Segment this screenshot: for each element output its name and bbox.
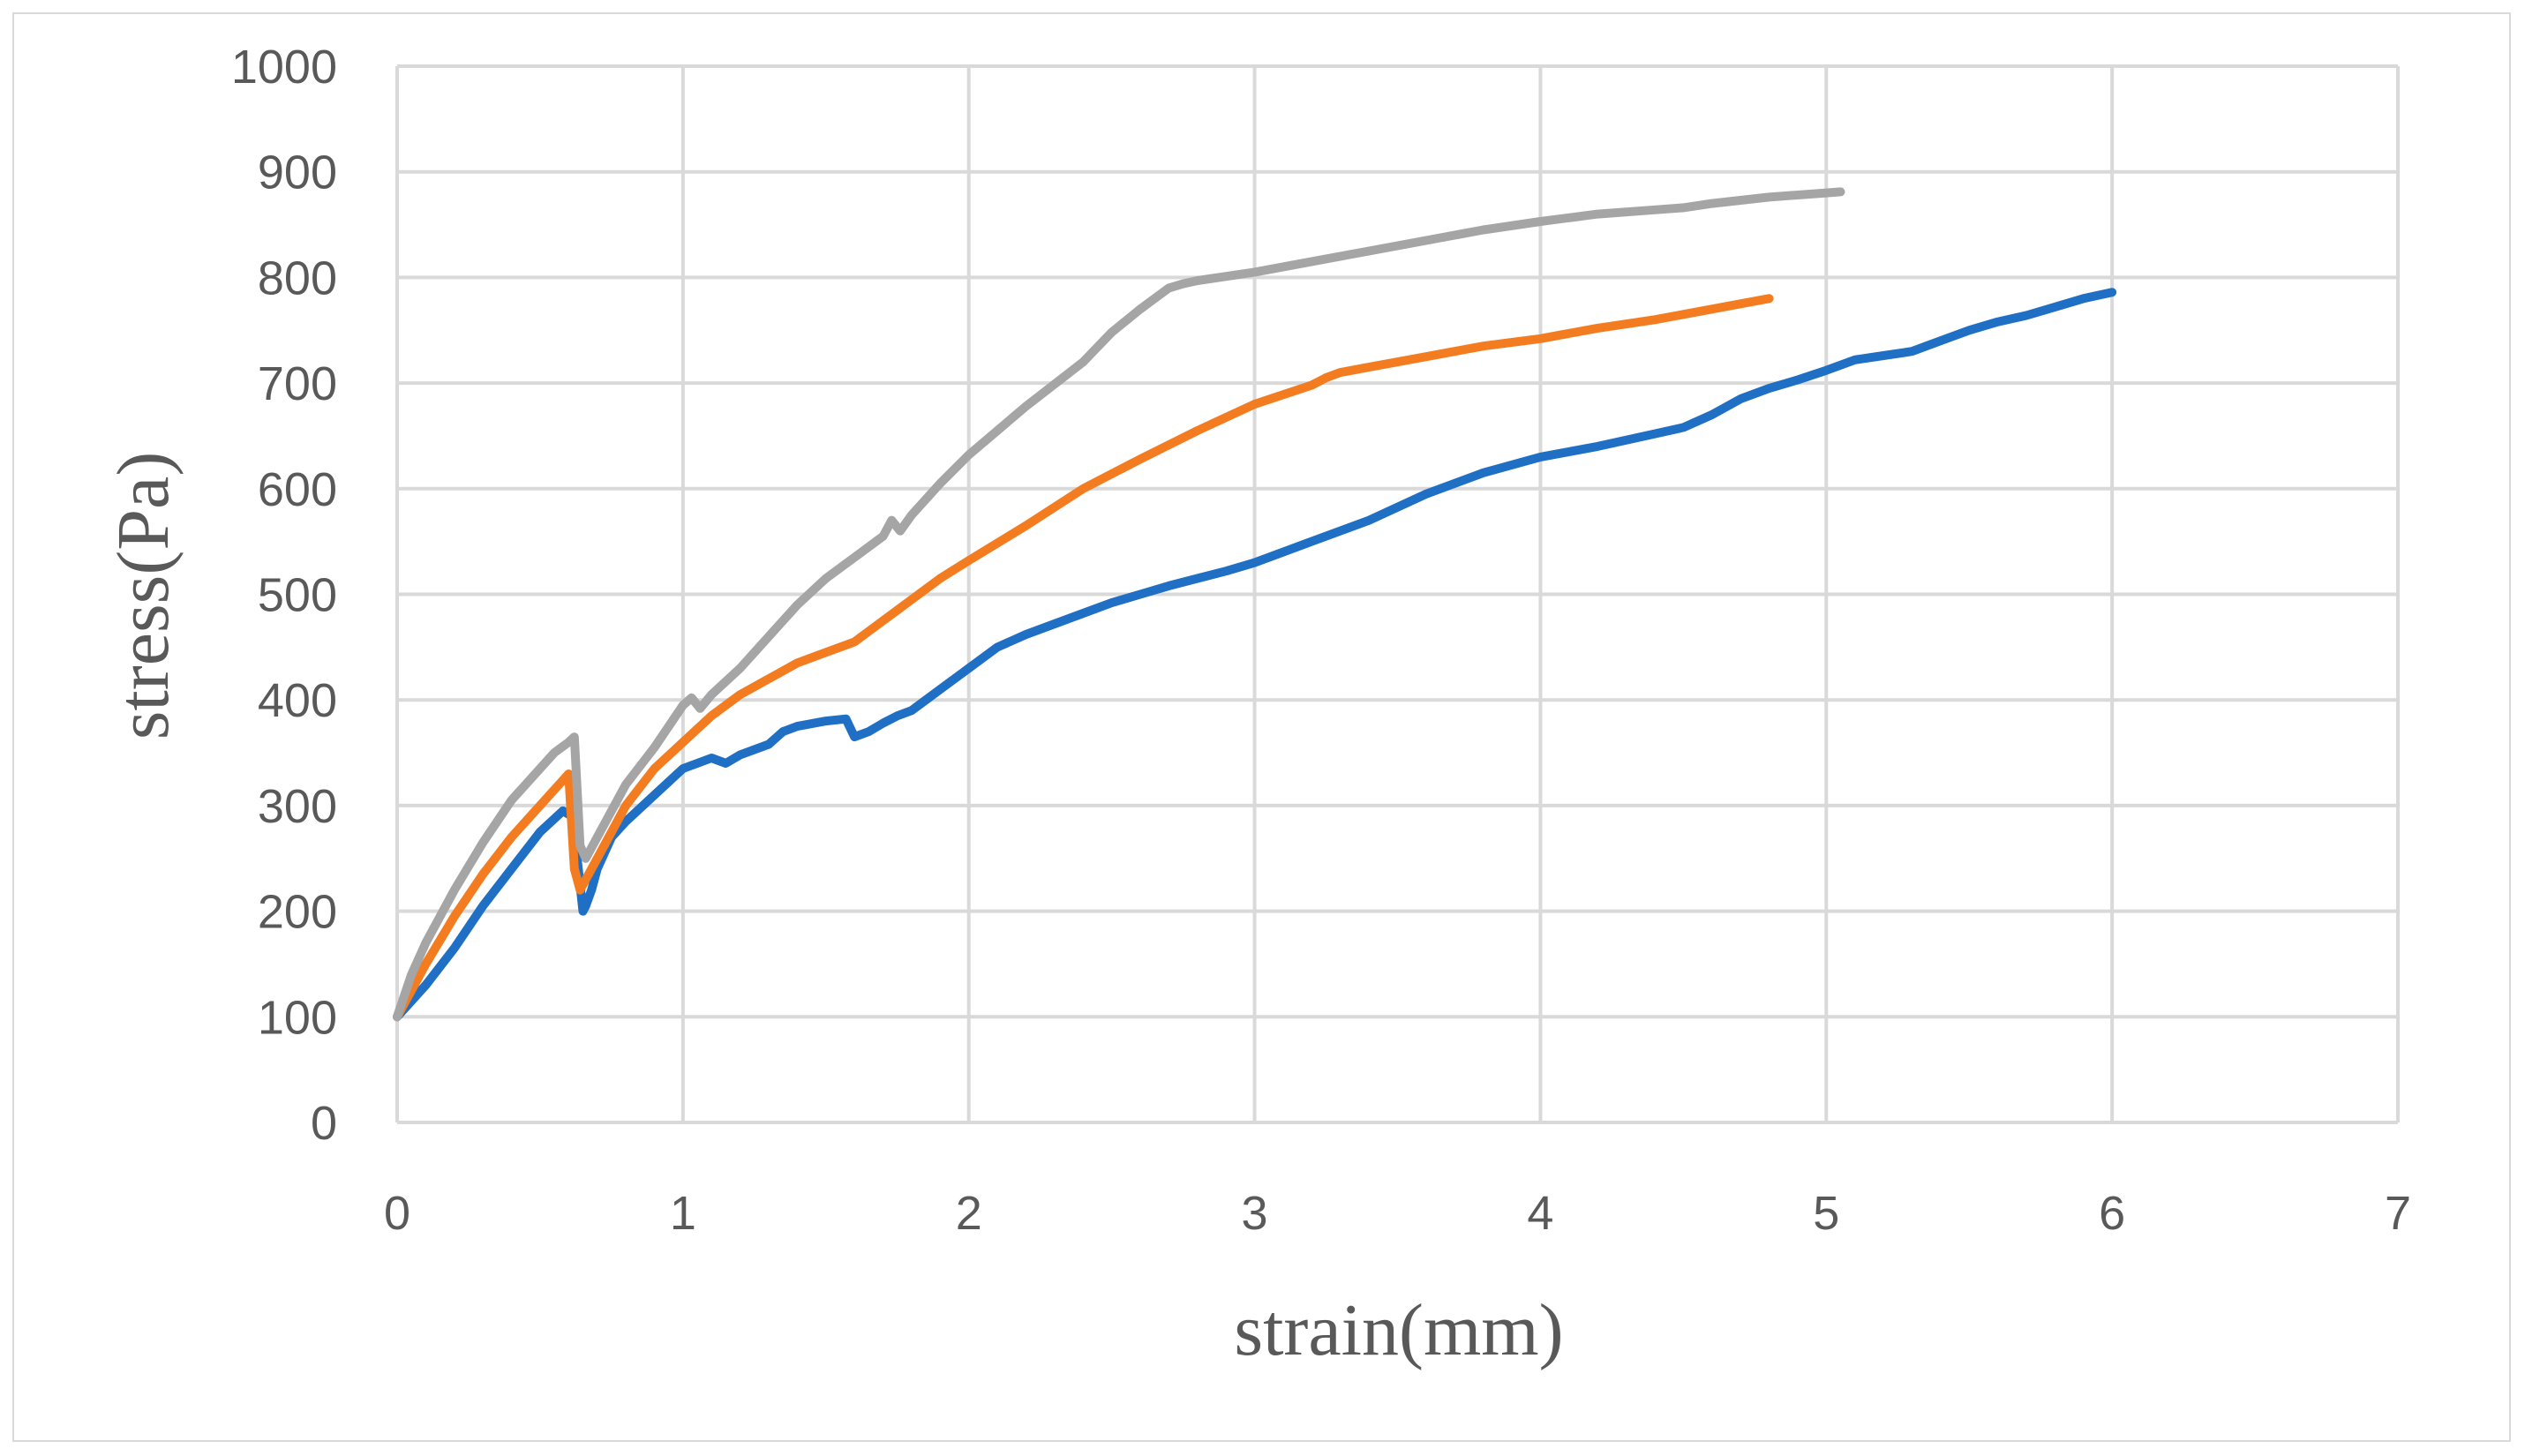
y-tick-label: 300: [258, 780, 337, 833]
series-1-line: [393, 288, 2117, 1022]
y-tick-label: 500: [258, 569, 337, 622]
x-tick-label: 2: [956, 1187, 982, 1240]
chart-frame: [12, 12, 2511, 1442]
y-tick-label: 400: [258, 674, 337, 727]
y-tick-label: 700: [258, 357, 337, 410]
y-tick-label: 600: [258, 463, 337, 516]
y-axis-title: stress(Pa): [102, 452, 184, 740]
series-3-line: [393, 187, 1845, 1022]
x-axis-title: strain(mm): [1234, 1289, 1563, 1371]
y-tick-label: 0: [311, 1097, 337, 1150]
x-tick-label: 1: [670, 1187, 696, 1240]
x-axis-ticks: 0 1 2 3 4 5 6 7: [384, 1187, 2411, 1240]
x-tick-label: 5: [1813, 1187, 1839, 1240]
gridlines: [395, 64, 2400, 1124]
y-tick-label: 900: [258, 146, 337, 199]
y-tick-label: 100: [258, 991, 337, 1044]
x-tick-label: 0: [384, 1187, 410, 1240]
x-tick-label: 6: [2099, 1187, 2125, 1240]
y-tick-label: 200: [258, 886, 337, 939]
x-tick-label: 7: [2385, 1187, 2411, 1240]
x-tick-label: 4: [1527, 1187, 1553, 1240]
series-lines: [393, 187, 2117, 1022]
y-tick-label: 1000: [231, 41, 337, 94]
series-2-line: [393, 294, 1774, 1022]
x-tick-label: 3: [1242, 1187, 1268, 1240]
y-tick-label: 800: [258, 251, 337, 304]
y-axis-ticks: 0 100 200 300 400 500 600 700 800 900 1000: [231, 41, 337, 1150]
